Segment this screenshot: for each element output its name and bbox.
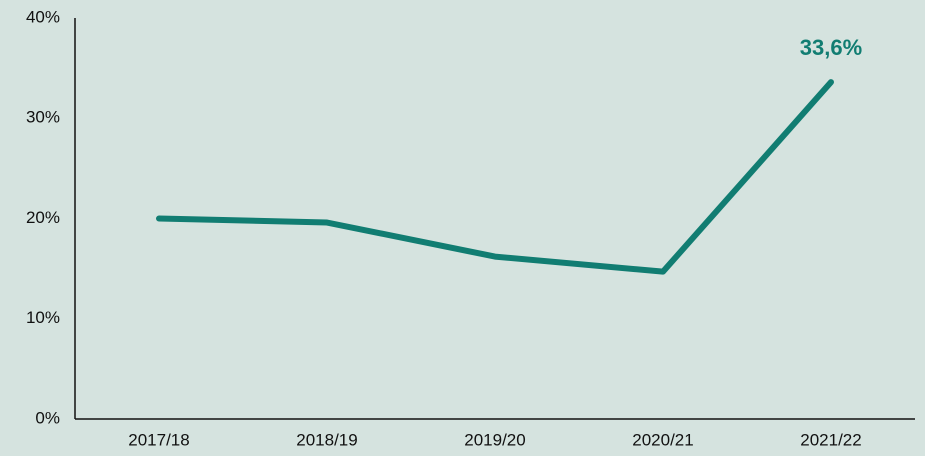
x-tick-label: 2017/18 <box>128 430 189 449</box>
y-tick-label: 20% <box>26 208 60 227</box>
x-tick-label: 2021/22 <box>800 430 861 449</box>
x-tick-label: 2020/21 <box>632 430 693 449</box>
y-tick-label: 0% <box>35 408 60 427</box>
y-tick-label: 40% <box>26 7 60 26</box>
y-tick-label: 30% <box>26 108 60 127</box>
data-label: 33,6% <box>800 35 862 60</box>
line <box>156 79 834 275</box>
y-tick-label: 10% <box>26 308 60 327</box>
x-tick-label: 2019/20 <box>464 430 525 449</box>
x-tick-label: 2018/19 <box>296 430 357 449</box>
